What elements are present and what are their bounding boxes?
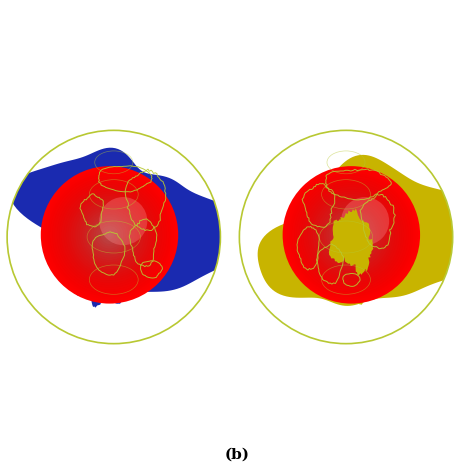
Circle shape — [77, 203, 142, 267]
Circle shape — [287, 171, 416, 299]
Circle shape — [301, 184, 402, 285]
Circle shape — [345, 228, 358, 242]
Circle shape — [57, 182, 162, 288]
Circle shape — [349, 233, 354, 237]
Polygon shape — [288, 209, 308, 249]
Circle shape — [239, 130, 453, 344]
Circle shape — [87, 212, 132, 258]
Circle shape — [340, 223, 363, 246]
Circle shape — [100, 226, 118, 244]
Polygon shape — [57, 251, 76, 277]
Circle shape — [326, 210, 376, 260]
Polygon shape — [340, 209, 370, 266]
Circle shape — [308, 191, 395, 278]
Circle shape — [93, 219, 126, 251]
Circle shape — [7, 130, 220, 344]
Circle shape — [59, 184, 160, 285]
Circle shape — [312, 196, 390, 274]
Circle shape — [52, 178, 167, 292]
Polygon shape — [298, 239, 324, 292]
Circle shape — [342, 226, 361, 244]
Circle shape — [75, 201, 144, 269]
Circle shape — [299, 182, 404, 288]
Circle shape — [310, 194, 392, 276]
Polygon shape — [127, 265, 141, 294]
Circle shape — [66, 191, 153, 278]
Polygon shape — [353, 267, 371, 305]
Circle shape — [315, 198, 388, 272]
Circle shape — [303, 187, 400, 283]
Circle shape — [321, 205, 381, 264]
Circle shape — [107, 233, 112, 237]
Circle shape — [89, 214, 130, 255]
Circle shape — [283, 166, 420, 304]
Polygon shape — [9, 148, 252, 295]
Circle shape — [102, 228, 116, 242]
Circle shape — [46, 171, 173, 299]
Circle shape — [96, 221, 123, 249]
Circle shape — [50, 175, 169, 294]
Circle shape — [296, 180, 406, 290]
Circle shape — [41, 166, 178, 304]
Circle shape — [292, 175, 411, 294]
Circle shape — [333, 217, 370, 253]
Circle shape — [294, 178, 409, 292]
Polygon shape — [71, 262, 88, 295]
Circle shape — [317, 201, 386, 269]
Circle shape — [55, 180, 164, 290]
Polygon shape — [258, 155, 474, 306]
Text: (b): (b) — [225, 448, 249, 462]
Circle shape — [82, 208, 137, 263]
Polygon shape — [353, 279, 362, 302]
Circle shape — [73, 198, 146, 272]
Circle shape — [341, 197, 389, 245]
Circle shape — [290, 173, 413, 297]
Polygon shape — [326, 261, 347, 302]
Polygon shape — [351, 232, 374, 275]
Circle shape — [98, 223, 121, 246]
Polygon shape — [88, 258, 108, 308]
Circle shape — [337, 221, 365, 249]
Circle shape — [61, 187, 157, 283]
Circle shape — [324, 208, 379, 263]
Circle shape — [285, 168, 418, 301]
Circle shape — [71, 196, 148, 274]
Circle shape — [335, 219, 367, 251]
Circle shape — [47, 173, 172, 297]
Circle shape — [306, 189, 397, 281]
Circle shape — [43, 168, 176, 301]
Circle shape — [80, 205, 139, 264]
Circle shape — [328, 212, 374, 258]
Polygon shape — [329, 219, 354, 263]
Circle shape — [319, 203, 383, 267]
Circle shape — [99, 197, 147, 245]
Circle shape — [68, 194, 151, 276]
Circle shape — [105, 230, 114, 239]
Circle shape — [331, 214, 372, 255]
Circle shape — [347, 230, 356, 239]
Circle shape — [91, 217, 128, 253]
Polygon shape — [109, 264, 131, 304]
Circle shape — [84, 210, 135, 260]
Circle shape — [64, 189, 155, 281]
